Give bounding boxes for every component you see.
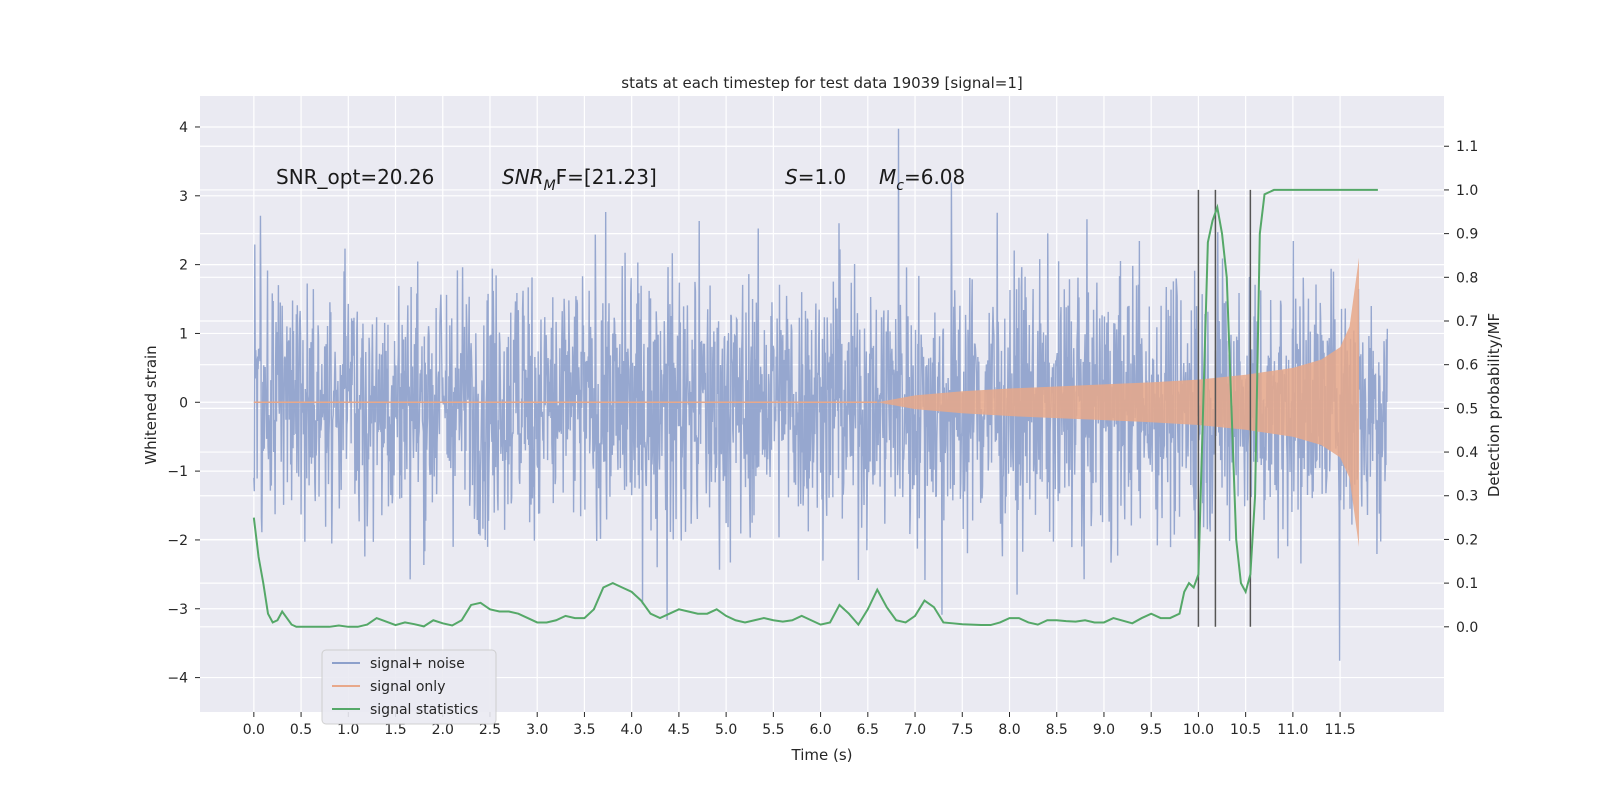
y2-tick-label-3: 0.3	[1456, 489, 1478, 505]
signal-only-series	[253, 257, 1359, 547]
y2-tick-label-5: 0.5	[1456, 401, 1478, 417]
x-tick-label-14: 7.0	[904, 722, 926, 738]
axes-ticks: 0.0 0.5 1.0 1.5 2.0 2.5 3.0 3.5 4.0 4.5 5.0 5.5 6.0 6…	[167, 120, 1478, 738]
y2-tick-label-6: 0.6	[1456, 358, 1478, 374]
y-tick-label-5: 1	[179, 326, 188, 342]
y2-tick-label-1: 0.1	[1456, 576, 1478, 592]
x-axis-label: Time (s)	[791, 746, 853, 764]
x-tick-label-3: 1.5	[384, 722, 406, 738]
x-tick-label-7: 3.5	[573, 722, 595, 738]
x-tick-label-12: 6.0	[809, 722, 831, 738]
mc-rest: =6.08	[904, 165, 965, 189]
y-tick-label-1: −3	[167, 602, 188, 618]
s-var: S	[785, 165, 798, 189]
y2-tick-label-9: 0.9	[1456, 227, 1478, 243]
y-tick-label-8: 4	[179, 120, 188, 136]
y2-tick-label-0: 0.0	[1456, 620, 1478, 636]
chart-title: stats at each timestep for test data 190…	[621, 74, 1022, 92]
x-tick-label-22: 11.0	[1277, 722, 1308, 738]
x-tick-label-18: 9.0	[1093, 722, 1115, 738]
annotation-snr-opt: SNR_opt=20.26	[276, 165, 434, 189]
y2-tick-label-4: 0.4	[1456, 445, 1478, 461]
x-tick-label-2: 1.0	[337, 722, 359, 738]
x-tick-label-6: 3.0	[526, 722, 548, 738]
x-tick-label-11: 5.5	[762, 722, 784, 738]
y2-axis-label: Detection probability/MF	[1485, 313, 1503, 497]
x-tick-label-10: 5.0	[715, 722, 737, 738]
signal-statistics-series	[252, 188, 1378, 628]
x-tick-label-20: 10.0	[1183, 722, 1214, 738]
mc-sub: c	[896, 178, 904, 194]
snr-mf-rest: F=[21.23]	[556, 165, 657, 189]
mc-var: M	[879, 165, 896, 189]
s-rest: =1.0	[798, 165, 847, 189]
signal-statistics-line	[252, 188, 1378, 628]
x-tick-label-16: 8.0	[998, 722, 1020, 738]
y-tick-label-0: −4	[167, 671, 188, 687]
x-tick-label-4: 2.0	[432, 722, 454, 738]
x-tick-label-8: 4.0	[621, 722, 643, 738]
x-tick-label-17: 8.5	[1046, 722, 1068, 738]
annotation-s: S=1.0	[785, 165, 846, 189]
y2-tick-label-10: 1.0	[1456, 183, 1478, 199]
x-tick-label-19: 9.5	[1140, 722, 1162, 738]
x-tick-label-23: 11.5	[1325, 722, 1356, 738]
y-tick-label-7: 3	[179, 189, 188, 205]
y-tick-label-3: −1	[167, 464, 188, 480]
signal-only-envelope	[877, 257, 1359, 547]
legend-label-signal-statistics: signal statistics	[370, 702, 478, 718]
legend-box	[321, 649, 497, 725]
y-tick-label-4: 0	[179, 395, 188, 411]
x-tick-label-0: 0.0	[243, 722, 265, 738]
y2-tick-label-11: 1.1	[1456, 139, 1478, 155]
x-tick-label-15: 7.5	[951, 722, 973, 738]
y2-tick-label-2: 0.2	[1456, 532, 1478, 548]
legend: signal+ noise signal only signal statist…	[321, 649, 497, 725]
x-tick-label-21: 10.5	[1230, 722, 1261, 738]
y-tick-label-6: 2	[179, 258, 188, 274]
legend-label-signal-only: signal only	[370, 679, 445, 695]
annotation-mc: Mc=6.08	[879, 165, 965, 194]
x-tick-label-9: 4.5	[668, 722, 690, 738]
annotation-snr-mf: SNRMF=[21.23]	[502, 165, 657, 194]
x-tick-label-5: 2.5	[479, 722, 501, 738]
y-tick-label-2: −2	[167, 533, 188, 549]
y-axis-label: Whitened strain	[142, 345, 160, 464]
snr-mf-sub: M	[544, 178, 556, 194]
x-tick-label-1: 0.5	[290, 722, 312, 738]
x-tick-label-13: 6.5	[857, 722, 879, 738]
snr-mf-base: SNR	[502, 165, 544, 189]
legend-label-signal-noise: signal+ noise	[370, 656, 465, 672]
y2-tick-label-7: 0.7	[1456, 314, 1478, 330]
y2-tick-label-8: 0.8	[1456, 270, 1478, 286]
